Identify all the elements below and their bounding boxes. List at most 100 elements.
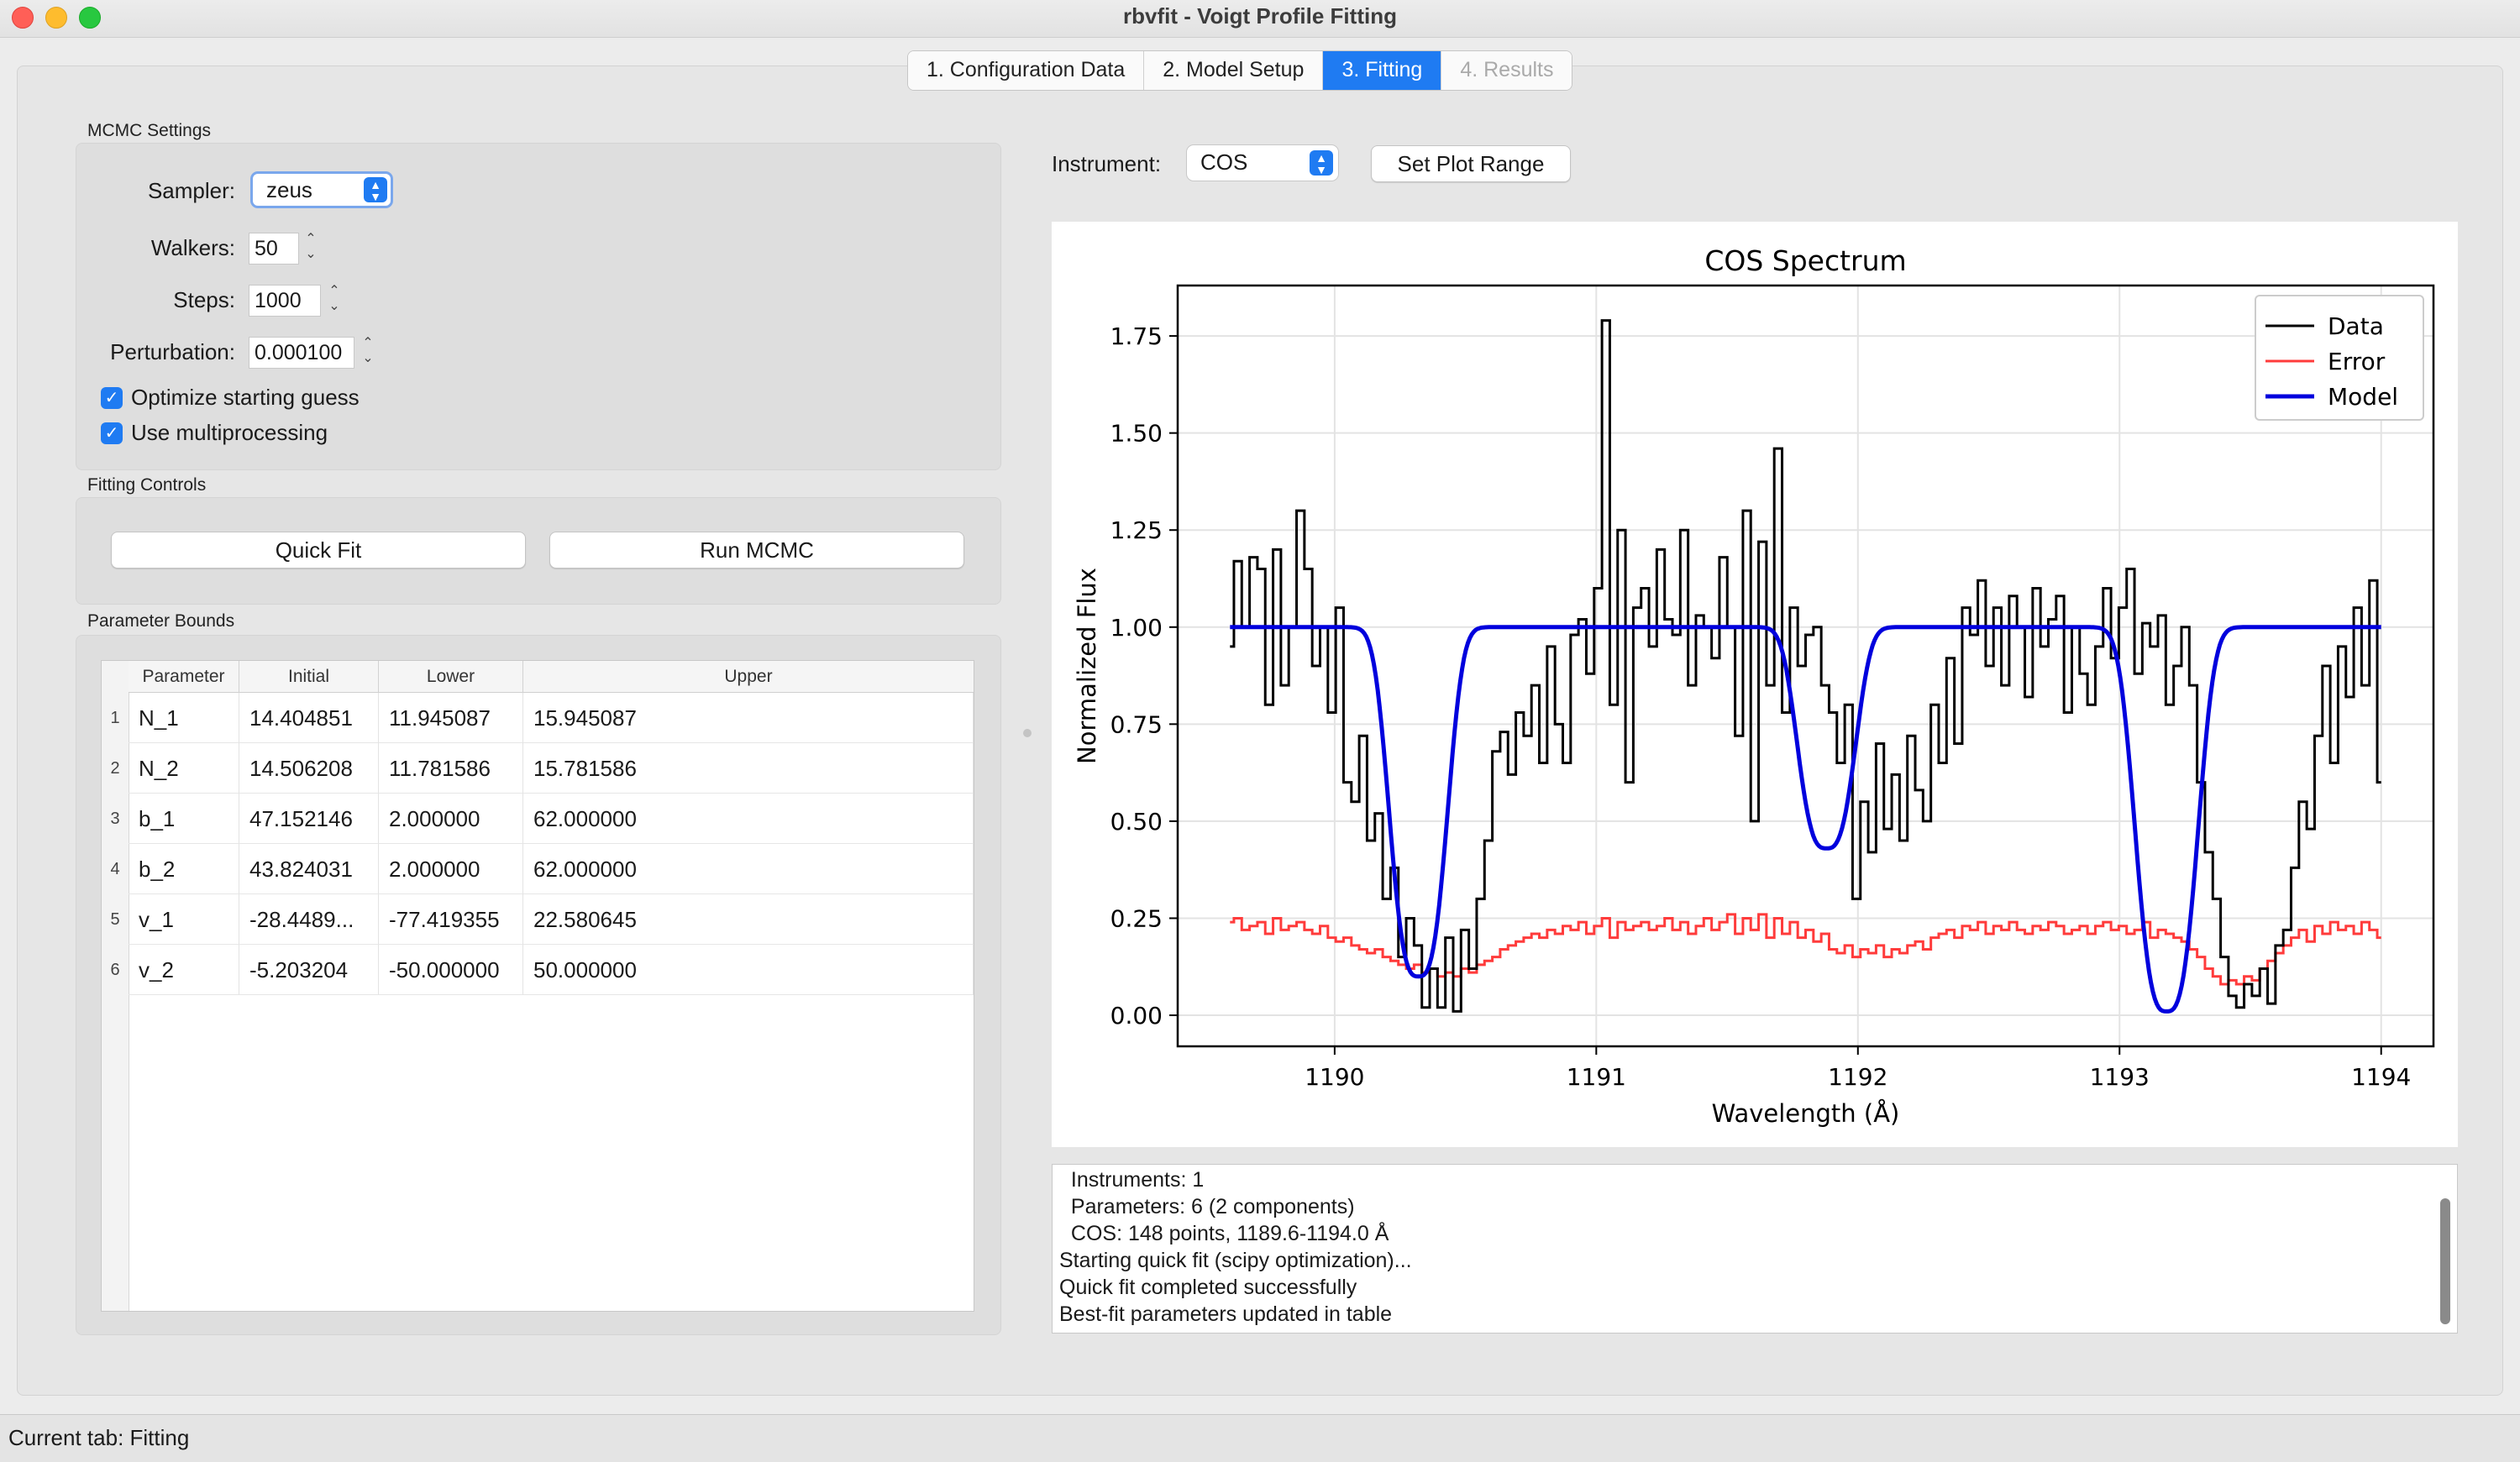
- table-cell-initial[interactable]: 47.152146: [239, 794, 379, 844]
- legend-label: Model: [2328, 383, 2398, 411]
- updown-chevron-icon: ▲ ▼: [364, 177, 387, 202]
- y-tick-label: 1.50: [1110, 420, 1163, 448]
- set-plot-range-button[interactable]: Set Plot Range: [1371, 145, 1571, 182]
- table-cell-parameter[interactable]: b_2: [129, 844, 239, 894]
- log-line: COS: 148 points, 1189.6-1194.0 Å: [1059, 1222, 1389, 1245]
- table-cell-lower[interactable]: -77.419355: [379, 894, 523, 945]
- instrument-select[interactable]: COS ▲ ▼: [1186, 144, 1339, 181]
- spectrum-chart: 1190 1191 1192 1193 1194 0.00 0.25 0.50 0.75 1.00…: [1073, 244, 2435, 1128]
- table-cell-upper[interactable]: 50.000000: [523, 945, 974, 995]
- table-cell-initial[interactable]: 14.404851: [239, 693, 379, 743]
- x-tick-label: 1190: [1305, 1063, 1364, 1091]
- tab-model-setup[interactable]: 2. Model Setup: [1144, 51, 1324, 90]
- row-number: 5: [110, 910, 120, 929]
- optimize-checkbox[interactable]: ✓ Optimize starting guess: [101, 385, 360, 411]
- status-bar: Current tab: Fitting: [0, 1414, 2520, 1462]
- column-header-upper[interactable]: Upper: [523, 661, 974, 693]
- y-tick-label: 0.75: [1110, 710, 1163, 738]
- row-number: 3: [110, 810, 120, 828]
- minimize-window-icon[interactable]: [45, 7, 67, 29]
- table-cell-upper[interactable]: 15.781586: [523, 743, 974, 794]
- row-number: 4: [110, 860, 120, 878]
- table-cell-parameter[interactable]: v_1: [129, 894, 239, 945]
- table-cell-initial[interactable]: 14.506208: [239, 743, 379, 794]
- walkers-input[interactable]: 50: [249, 233, 299, 265]
- log-line: Instruments: 1: [1059, 1168, 1205, 1192]
- legend-label: Error: [2328, 348, 2386, 375]
- table-cell-lower[interactable]: 2.000000: [379, 794, 523, 844]
- log-scrollbar[interactable]: [2440, 1198, 2450, 1324]
- window-title: rbvfit - Voigt Profile Fitting: [1123, 3, 1397, 29]
- zoom-window-icon[interactable]: [79, 7, 101, 29]
- multiprocessing-label: Use multiprocessing: [131, 420, 328, 445]
- table-cell-initial[interactable]: -28.4489...: [239, 894, 379, 945]
- log-line: Parameters: 6 (2 components): [1059, 1195, 1355, 1218]
- walkers-stepper-icon[interactable]: ⌃ ⌄: [305, 232, 317, 261]
- title-bar: rbvfit - Voigt Profile Fitting: [0, 0, 2520, 38]
- quick-fit-button[interactable]: Quick Fit: [111, 532, 526, 569]
- status-text: Current tab: Fitting: [8, 1425, 190, 1450]
- table-cell-parameter[interactable]: N_2: [129, 743, 239, 794]
- table-cell-initial[interactable]: -5.203204: [239, 945, 379, 995]
- mcmc-settings-title: MCMC Settings: [87, 121, 212, 140]
- table-cell-parameter[interactable]: b_1: [129, 794, 239, 844]
- perturbation-stepper-icon[interactable]: ⌃ ⌄: [362, 336, 374, 365]
- table-cell-upper[interactable]: 15.945087: [523, 693, 974, 743]
- y-tick-label: 0.25: [1110, 904, 1163, 932]
- updown-chevron-icon: ▲ ▼: [1310, 150, 1333, 176]
- steps-label: Steps:: [173, 287, 235, 312]
- steps-stepper-icon[interactable]: ⌃ ⌄: [328, 284, 340, 313]
- table-cell-lower[interactable]: -50.000000: [379, 945, 523, 995]
- log-line: Starting quick fit (scipy optimization).…: [1059, 1249, 1412, 1272]
- close-window-icon[interactable]: [12, 7, 34, 29]
- sampler-label: Sampler:: [147, 178, 235, 203]
- multiprocessing-checkbox[interactable]: ✓ Use multiprocessing: [101, 420, 328, 446]
- tab-configuration-data[interactable]: 1. Configuration Data: [908, 51, 1145, 90]
- x-tick-label: 1192: [1828, 1063, 1887, 1091]
- checkmark-icon: ✓: [101, 386, 123, 409]
- table-cell-lower[interactable]: 11.945087: [379, 693, 523, 743]
- run-mcmc-button[interactable]: Run MCMC: [549, 532, 964, 569]
- parameter-bounds-title: Parameter Bounds: [87, 611, 235, 631]
- table-cell-upper[interactable]: 22.580645: [523, 894, 974, 945]
- table-cell-upper[interactable]: 62.000000: [523, 794, 974, 844]
- x-axis-label: Wavelength (Å): [1712, 1099, 1900, 1128]
- log-output[interactable]: Instruments: 1 Parameters: 6 (2 componen…: [1052, 1164, 2458, 1334]
- model-series-line: [1230, 625, 2381, 1014]
- y-axis-label: Normalized Flux: [1073, 568, 1101, 764]
- table-cell-upper[interactable]: 62.000000: [523, 844, 974, 894]
- y-tick-label: 1.25: [1110, 516, 1163, 544]
- row-number: 1: [110, 709, 120, 727]
- plot-frame: [1176, 284, 2435, 1048]
- table-cell-lower[interactable]: 11.781586: [379, 743, 523, 794]
- spectrum-plot: 1190 1191 1192 1193 1194 0.00 0.25 0.50 0.75 1.00…: [1052, 222, 2458, 1147]
- mcmc-settings-group: [76, 143, 1001, 470]
- table-cell-initial[interactable]: 43.824031: [239, 844, 379, 894]
- y-tick-label: 0.50: [1110, 808, 1163, 836]
- steps-input[interactable]: 1000: [249, 285, 321, 317]
- table-cell-parameter[interactable]: N_1: [129, 693, 239, 743]
- column-header-lower[interactable]: Lower: [379, 661, 523, 693]
- perturbation-label: Perturbation:: [110, 339, 235, 364]
- tab-fitting[interactable]: 3. Fitting: [1323, 51, 1442, 90]
- data-series-line: [1230, 319, 2381, 1013]
- table-cell-parameter[interactable]: v_2: [129, 945, 239, 995]
- chart-title: COS Spectrum: [1704, 244, 1906, 277]
- tab-bar: 1. Configuration Data 2. Model Setup 3. …: [907, 50, 1573, 91]
- row-number: 6: [110, 961, 120, 979]
- instrument-label: Instrument:: [1052, 151, 1162, 176]
- splitter-handle[interactable]: [1023, 729, 1032, 737]
- x-tick-label: 1194: [2351, 1063, 2411, 1091]
- legend-label: Data: [2328, 312, 2384, 340]
- sampler-select[interactable]: zeus ▲ ▼: [250, 171, 393, 208]
- column-header-parameter[interactable]: Parameter: [129, 661, 239, 693]
- y-tick-label: 1.75: [1110, 322, 1163, 350]
- table-cell-lower[interactable]: 2.000000: [379, 844, 523, 894]
- log-line: Best-fit parameters updated in table: [1059, 1302, 1393, 1326]
- tab-results: 4. Results: [1441, 51, 1572, 90]
- column-header-initial[interactable]: Initial: [239, 661, 379, 693]
- walkers-label: Walkers:: [150, 235, 235, 260]
- instrument-value: COS: [1200, 149, 1248, 175]
- perturbation-input[interactable]: 0.000100: [249, 337, 354, 369]
- fitting-controls-title: Fitting Controls: [87, 475, 207, 495]
